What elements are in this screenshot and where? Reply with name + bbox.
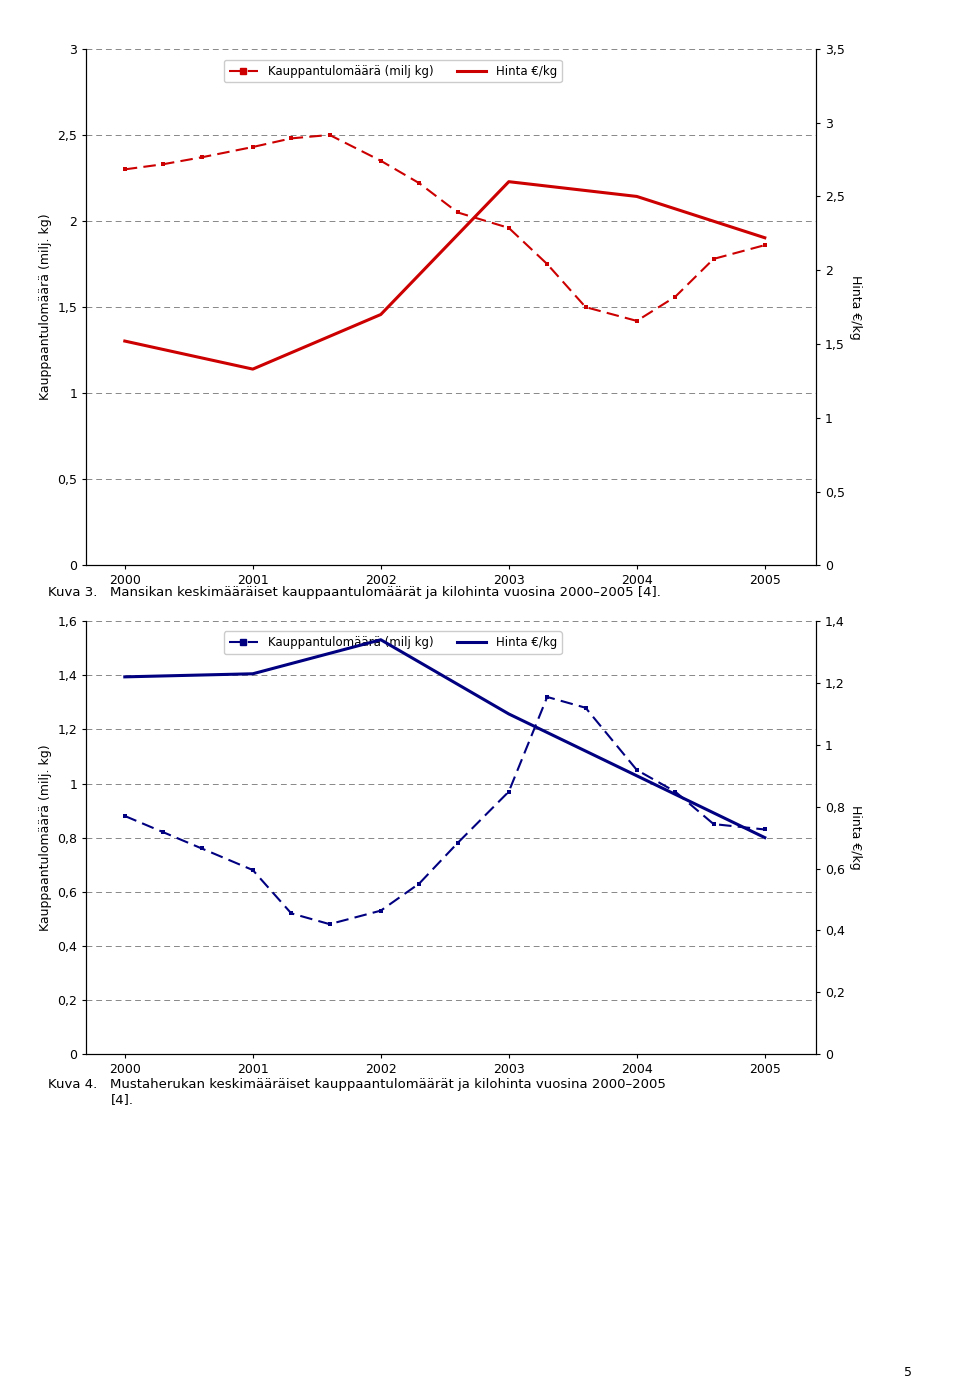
Legend: Kauppantulomäärä (milj kg), Hinta €/kg: Kauppantulomäärä (milj kg), Hinta €/kg bbox=[224, 60, 562, 82]
Text: 5: 5 bbox=[904, 1367, 912, 1379]
Y-axis label: Hinta €/kg: Hinta €/kg bbox=[849, 275, 862, 339]
Text: Mustaherukan keskimääräiset kauppaantulomäärät ja kilohinta vuosina 2000–2005
[4: Mustaherukan keskimääräiset kauppaantulo… bbox=[110, 1078, 666, 1106]
Text: Mansikan keskimääräiset kauppaantulomäärät ja kilohinta vuosina 2000–2005 [4].: Mansikan keskimääräiset kauppaantulomäär… bbox=[110, 586, 661, 599]
Text: Kuva 4.: Kuva 4. bbox=[48, 1078, 97, 1090]
Y-axis label: Kauppaantulomäärä (milj. kg): Kauppaantulomäärä (milj. kg) bbox=[38, 744, 52, 931]
Text: Kuva 3.: Kuva 3. bbox=[48, 586, 97, 599]
Y-axis label: Hinta €/kg: Hinta €/kg bbox=[849, 805, 862, 870]
Legend: Kauppantulomäärä (milj kg), Hinta €/kg: Kauppantulomäärä (milj kg), Hinta €/kg bbox=[224, 631, 562, 653]
Y-axis label: Kauppaantulomäärä (milj. kg): Kauppaantulomäärä (milj. kg) bbox=[38, 214, 52, 401]
